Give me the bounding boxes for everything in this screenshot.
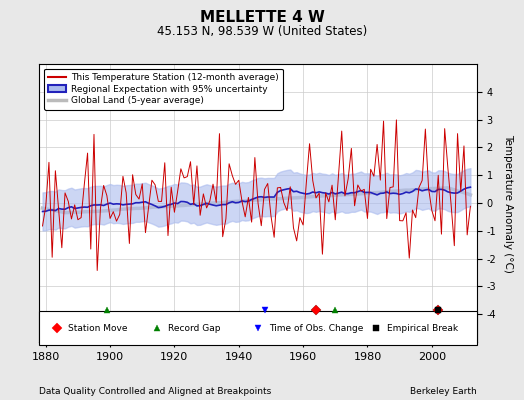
- Text: MELLETTE 4 W: MELLETTE 4 W: [200, 10, 324, 25]
- Text: Data Quality Controlled and Aligned at Breakpoints: Data Quality Controlled and Aligned at B…: [39, 387, 271, 396]
- Text: 45.153 N, 98.539 W (United States): 45.153 N, 98.539 W (United States): [157, 25, 367, 38]
- Y-axis label: Temperature Anomaly (°C): Temperature Anomaly (°C): [503, 134, 513, 272]
- Text: Berkeley Earth: Berkeley Earth: [410, 387, 477, 396]
- Legend: This Temperature Station (12-month average), Regional Expectation with 95% uncer: This Temperature Station (12-month avera…: [44, 68, 283, 110]
